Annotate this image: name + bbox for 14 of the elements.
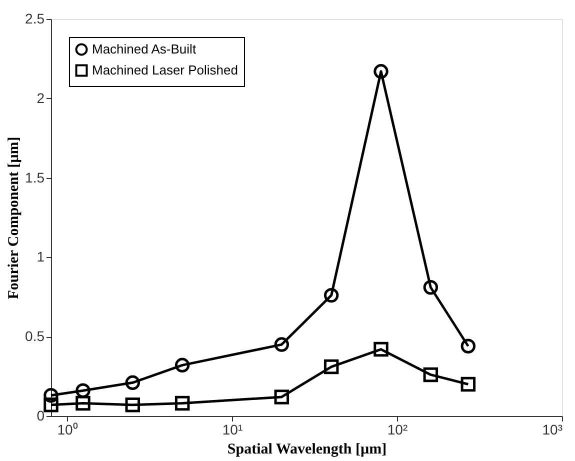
x-tick-label: 10⁰ xyxy=(57,422,78,438)
x-tick-label: 10³ xyxy=(542,422,563,438)
y-tick-label: 0 xyxy=(36,408,45,424)
legend-label: Machined Laser Polished xyxy=(92,62,238,78)
x-axis-title: Spatial Wavelength [µm] xyxy=(227,442,387,458)
y-axis-title: Fourier Component [µm] xyxy=(6,136,22,300)
y-tick-label: 2 xyxy=(36,90,45,106)
y-tick-label: 1.5 xyxy=(25,169,45,186)
legend-label: Machined As-Built xyxy=(92,42,196,56)
x-tick-label: 10² xyxy=(387,422,408,438)
y-tick-label: 0.5 xyxy=(25,328,45,344)
y-tick-label: 1 xyxy=(36,248,45,265)
y-tick-label: 2.5 xyxy=(25,10,45,26)
x-tick-label: 10¹ xyxy=(222,422,243,438)
